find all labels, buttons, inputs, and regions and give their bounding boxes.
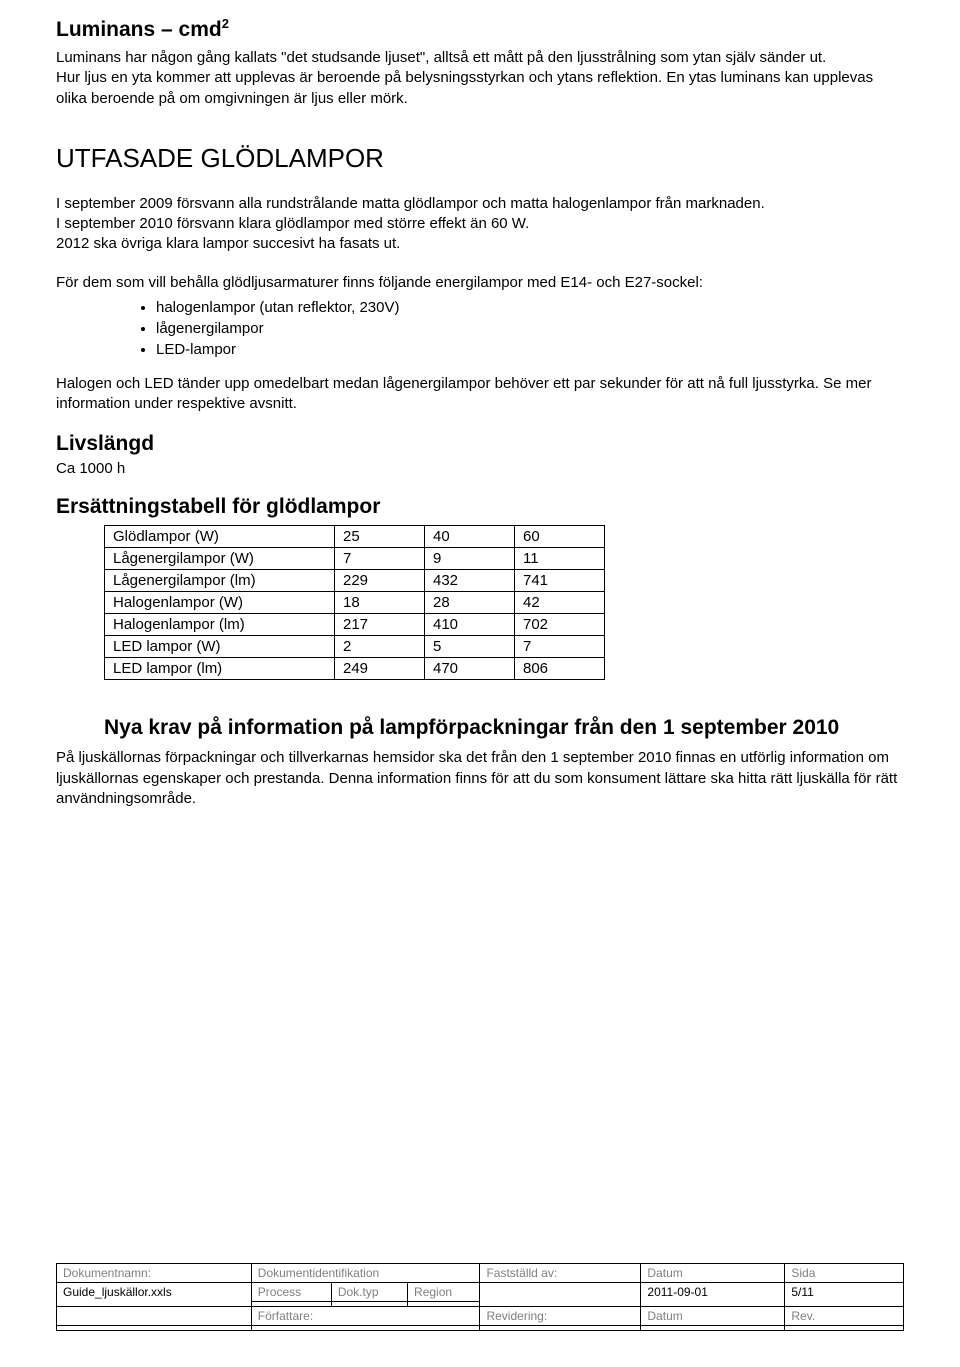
footer-cell: Guide_ljuskällor.xxls <box>57 1283 252 1307</box>
footer-value: 5/11 <box>791 1285 813 1299</box>
footer-cell <box>480 1283 641 1307</box>
footer-cell: Datum <box>641 1307 785 1326</box>
replacement-table: Glödlampor (W)254060Lågenergilampor (W)7… <box>104 525 605 680</box>
table-cell-label: Lågenergilampor (lm) <box>105 570 335 592</box>
footer-cell: Dokumentnamn: <box>57 1264 252 1283</box>
footer-cell: Rev. <box>785 1307 904 1326</box>
table-cell-value: 702 <box>515 614 605 636</box>
table-cell-value: 2 <box>335 636 425 658</box>
table-cell-value: 11 <box>515 548 605 570</box>
table-cell-value: 5 <box>425 636 515 658</box>
footer-cell: Datum <box>641 1264 785 1283</box>
table-row: LED lampor (W)257 <box>105 636 605 658</box>
table-cell-value: 410 <box>425 614 515 636</box>
table-cell-label: Halogenlampor (W) <box>105 592 335 614</box>
table-cell-value: 9 <box>425 548 515 570</box>
table-cell-value: 7 <box>335 548 425 570</box>
table-cell-value: 7 <box>515 636 605 658</box>
table-cell-value: 18 <box>335 592 425 614</box>
table-cell-value: 40 <box>425 526 515 548</box>
footer-value: Guide_ljuskällor.xxls <box>63 1285 172 1299</box>
footer-label: Sida <box>791 1266 815 1280</box>
table-cell-value: 470 <box>425 658 515 680</box>
footer-label: Region <box>414 1285 452 1299</box>
footer-cell <box>480 1326 641 1331</box>
table-cell-label: Lågenergilampor (W) <box>105 548 335 570</box>
footer-label: Rev. <box>791 1309 815 1323</box>
footer-label: Datum <box>647 1266 682 1280</box>
heading-luminans-text: Luminans – cmd <box>56 18 222 41</box>
heading-livslangd: Livslängd <box>56 432 904 456</box>
footer: Dokumentnamn: Dokumentidentifikation Fas… <box>56 1263 904 1331</box>
table-cell-value: 217 <box>335 614 425 636</box>
table-cell-label: Halogenlampor (lm) <box>105 614 335 636</box>
footer-cell: Dokumentidentifikation <box>251 1264 480 1283</box>
heading-luminans-sup: 2 <box>222 16 229 31</box>
table-cell-value: 741 <box>515 570 605 592</box>
heading-ersattning: Ersättningstabell för glödlampor <box>56 495 904 519</box>
paragraph-utfasade-1: I september 2009 försvann alla rundstrål… <box>56 194 904 255</box>
table-row: Halogenlampor (lm)217410702 <box>105 614 605 636</box>
footer-cell: Dok.typ <box>331 1283 407 1302</box>
footer-cell: 2011-09-01 <box>641 1283 785 1307</box>
table-cell-label: Glödlampor (W) <box>105 526 335 548</box>
table-cell-value: 432 <box>425 570 515 592</box>
footer-cell: 5/11 <box>785 1283 904 1307</box>
table-cell-value: 249 <box>335 658 425 680</box>
table-row: LED lampor (lm)249470806 <box>105 658 605 680</box>
table-row: Lågenergilampor (lm)229432741 <box>105 570 605 592</box>
footer-cell <box>641 1326 785 1331</box>
paragraph-utfasade-3: Halogen och LED tänder upp omedelbart me… <box>56 374 904 415</box>
table-cell-value: 28 <box>425 592 515 614</box>
bullet-item: halogenlampor (utan reflektor, 230V) <box>156 297 904 318</box>
table-cell-value: 60 <box>515 526 605 548</box>
footer-cell: Författare: <box>251 1307 480 1326</box>
table-cell-value: 806 <box>515 658 605 680</box>
footer-cell <box>251 1326 480 1331</box>
footer-cell: Revidering: <box>480 1307 641 1326</box>
table-row: Glödlampor (W)254060 <box>105 526 605 548</box>
table-row: Lågenergilampor (W)7911 <box>105 548 605 570</box>
footer-label: Dokumentnamn: <box>63 1266 151 1280</box>
footer-cell: Fastställd av: <box>480 1264 641 1283</box>
value-livslangd: Ca 1000 h <box>56 460 904 477</box>
footer-label: Revidering: <box>486 1309 547 1323</box>
table-cell-value: 25 <box>335 526 425 548</box>
bullet-item: LED-lampor <box>156 339 904 360</box>
table-row: Halogenlampor (W)182842 <box>105 592 605 614</box>
footer-label: Dok.typ <box>338 1285 379 1299</box>
paragraph-luminans: Luminans har någon gång kallats "det stu… <box>56 48 904 109</box>
footer-cell: Process <box>251 1283 331 1302</box>
footer-cell <box>57 1307 252 1326</box>
footer-label: Process <box>258 1285 301 1299</box>
footer-cell <box>785 1326 904 1331</box>
footer-cell: Sida <box>785 1264 904 1283</box>
table-cell-label: LED lampor (W) <box>105 636 335 658</box>
footer-label: Författare: <box>258 1309 313 1323</box>
paragraph-utfasade-lead: För dem som vill behålla glödljusarmatur… <box>56 273 904 293</box>
document-page: Luminans – cmd2 Luminans har någon gång … <box>0 0 960 809</box>
table-cell-label: LED lampor (lm) <box>105 658 335 680</box>
footer-cell: Region <box>408 1283 480 1302</box>
footer-label: Dokumentidentifikation <box>258 1266 379 1280</box>
footer-value: 2011-09-01 <box>647 1285 708 1299</box>
heading-nya-krav: Nya krav på information på lampförpackni… <box>104 716 904 740</box>
bullet-list: halogenlampor (utan reflektor, 230V) låg… <box>56 297 904 360</box>
heading-utfasade: UTFASADE GLÖDLAMPOR <box>56 143 904 174</box>
bullet-item: lågenergilampor <box>156 318 904 339</box>
paragraph-nya-krav: På ljuskällornas förpackningar och tillv… <box>56 748 904 809</box>
heading-luminans: Luminans – cmd2 <box>56 16 904 42</box>
footer-cell <box>57 1326 252 1331</box>
table-cell-value: 42 <box>515 592 605 614</box>
footer-label: Datum <box>647 1309 682 1323</box>
footer-table: Dokumentnamn: Dokumentidentifikation Fas… <box>56 1263 904 1331</box>
footer-label: Fastställd av: <box>486 1266 557 1280</box>
table-cell-value: 229 <box>335 570 425 592</box>
